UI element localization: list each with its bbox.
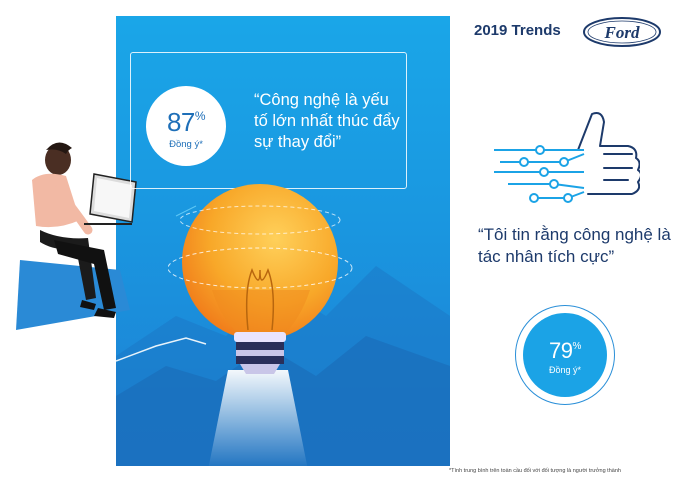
stat2-circle: 79% Đồng ý* [523, 313, 607, 397]
footnote: *Tính trung bình trên toàn cầu đối với đ… [449, 468, 621, 474]
page-title: 2019 Trends [474, 22, 561, 39]
quote-2-text: “Tôi tin rằng công nghệ là tác nhân tích… [478, 225, 671, 266]
stat-badge-87: 87% Đồng ý* [146, 86, 226, 166]
ford-logo: Ford [583, 17, 661, 47]
stat1-value: 87% [166, 106, 206, 137]
light-bulb-rocket-icon [168, 184, 353, 470]
stat1-label: Đồng ý* [169, 138, 203, 150]
person-with-laptop-icon [32, 142, 137, 318]
svg-text:Ford: Ford [604, 23, 640, 42]
stat2-label: Đồng ý* [548, 364, 582, 375]
quote-1-text: “Công nghệ là yếu tố lớn nhất thúc đẩy s… [254, 91, 400, 151]
thumbs-up-circuit-icon [494, 112, 640, 203]
stat-badge-79: 79% Đồng ý* [515, 305, 615, 405]
stat2-value: 79% [549, 337, 581, 363]
